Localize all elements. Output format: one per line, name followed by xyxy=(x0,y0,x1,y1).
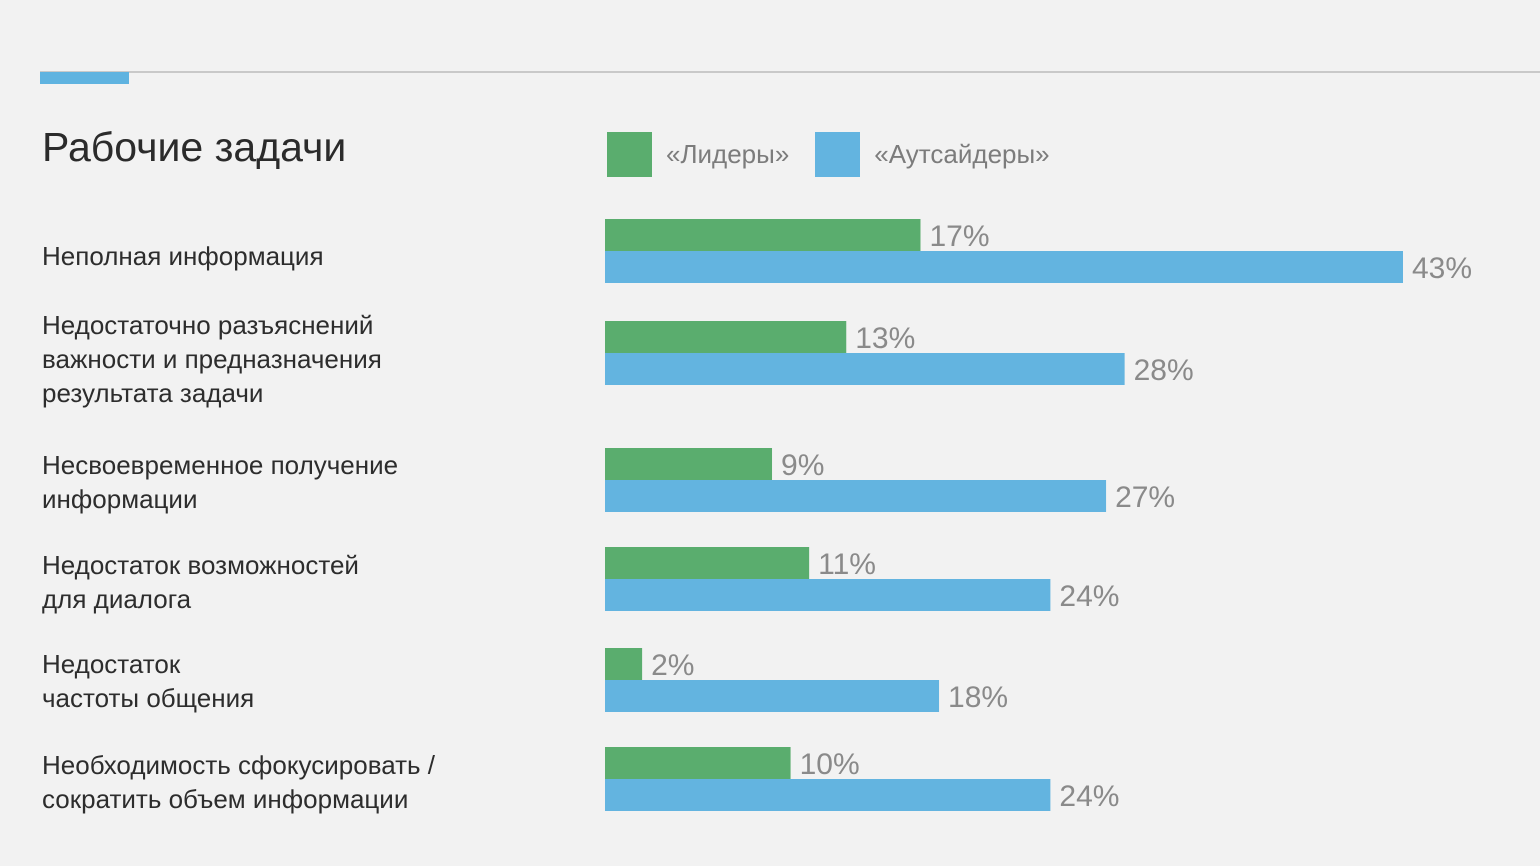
value-label-outsiders: 43% xyxy=(1412,252,1472,285)
category-label: Необходимость сфокусировать / сократить … xyxy=(42,750,436,814)
value-label-outsiders: 24% xyxy=(1059,780,1119,813)
legend-swatch-outsiders xyxy=(815,131,861,177)
value-label-outsiders: 18% xyxy=(948,681,1008,714)
legend-label-outsiders: «Аутсайдеры» xyxy=(874,138,1050,169)
value-label-outsiders: 24% xyxy=(1059,580,1119,613)
top-divider xyxy=(40,71,1540,73)
legend: «Лидеры» «Аутсайдеры» xyxy=(607,131,1076,177)
chart-title: Рабочие задачи xyxy=(42,124,347,170)
value-label-leaders: 10% xyxy=(800,748,860,781)
bar-outsiders xyxy=(605,680,940,712)
bar-leaders xyxy=(605,321,847,353)
bar-outsiders xyxy=(605,251,1403,283)
value-label-leaders: 17% xyxy=(929,220,989,253)
category-label: Несвоевременное получение информации xyxy=(42,450,399,514)
bar-leaders xyxy=(605,648,643,680)
bar-leaders xyxy=(605,448,773,480)
category-label: Недостаток частоты общения xyxy=(42,649,255,713)
value-label-leaders: 11% xyxy=(818,548,876,581)
category-label: Недостаток возможностей для диалога xyxy=(42,550,359,614)
legend-item-outsiders: «Аутсайдеры» xyxy=(815,131,1050,177)
bar-outsiders xyxy=(605,779,1051,811)
bar-leaders xyxy=(605,219,921,251)
bar-leaders xyxy=(605,747,791,779)
category-label: Недостаточно разъяснений важности и пред… xyxy=(42,310,382,408)
legend-swatch-leaders xyxy=(607,131,652,177)
legend-label-leaders: «Лидеры» xyxy=(666,138,790,169)
bar-outsiders xyxy=(605,579,1051,611)
bar-outsiders xyxy=(605,353,1125,385)
category-label: Неполная информация xyxy=(42,241,324,271)
top-accent-bar xyxy=(40,72,129,84)
value-label-leaders: 2% xyxy=(651,649,694,682)
legend-item-leaders: «Лидеры» xyxy=(607,131,790,177)
value-label-leaders: 13% xyxy=(855,322,915,355)
value-label-outsiders: 28% xyxy=(1134,354,1194,387)
bar-outsiders xyxy=(605,480,1107,512)
bar-leaders xyxy=(605,547,810,579)
value-label-leaders: 9% xyxy=(781,449,824,482)
value-label-outsiders: 27% xyxy=(1115,481,1175,514)
